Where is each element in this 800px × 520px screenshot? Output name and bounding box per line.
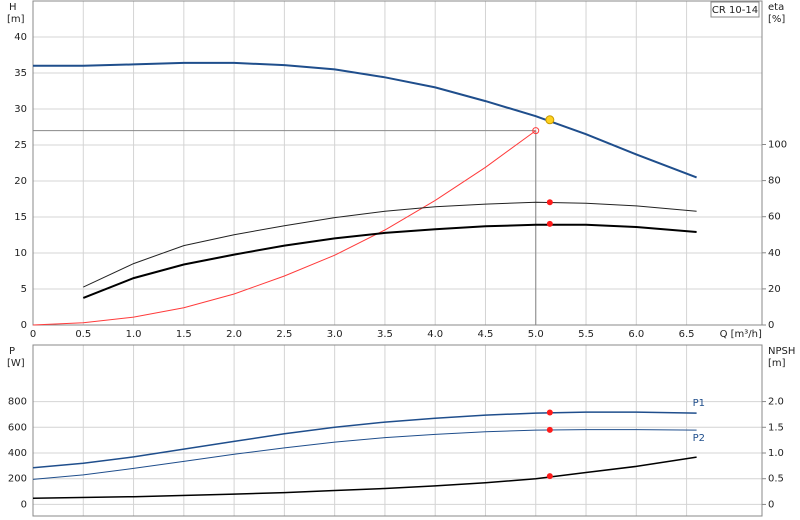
x-axis-label: Q [m³/h] — [720, 329, 762, 340]
reference-point — [532, 127, 540, 135]
y-tick-label: 15 — [14, 212, 27, 223]
x-tick-label: 4.0 — [427, 329, 443, 340]
y2-tick-label: 100 — [768, 139, 787, 150]
y2-tick-label: 60 — [768, 212, 781, 223]
y-tick-label: 10 — [14, 248, 27, 259]
plot-frame — [32, 0, 763, 326]
x-tick-label: 3.0 — [327, 329, 343, 340]
y2-axis-label: NPSH — [768, 346, 795, 357]
y2-tick-label: 40 — [768, 248, 781, 259]
y-tick-label: 5 — [21, 284, 27, 295]
curve — [82, 223, 697, 299]
x-tick-label: 1.0 — [126, 329, 142, 340]
y-tick-label: 35 — [14, 68, 27, 79]
series-label: P2 — [693, 433, 705, 444]
y-tick-label: 25 — [14, 140, 27, 151]
curve — [32, 411, 697, 469]
curve — [32, 429, 697, 480]
x-tick-label: 5.5 — [578, 329, 594, 340]
operating-point — [545, 115, 555, 125]
x-tick-label: 5.0 — [528, 329, 544, 340]
x-tick-label: 3.5 — [377, 329, 393, 340]
series-label: P1 — [693, 398, 705, 409]
y-tick-label: 800 — [8, 397, 27, 408]
plot-area — [33, 1, 762, 325]
x-tick-label: 0.5 — [75, 329, 91, 340]
y2-tick-label: 80 — [768, 176, 781, 187]
y-axis-label: H — [9, 2, 17, 13]
operating-point — [546, 220, 553, 227]
y2-tick-label: 1.0 — [768, 448, 784, 459]
x-tick-label: 6.5 — [679, 329, 695, 340]
operating-point — [546, 409, 553, 416]
chart-title: CR 10-14 — [712, 5, 758, 16]
y2-tick-label: 0 — [768, 499, 774, 510]
y2-tick-label: 0 — [768, 320, 774, 331]
y-tick-label: 400 — [8, 448, 27, 459]
y2-tick-label: 2.0 — [768, 397, 784, 408]
x-tick-label: 1.5 — [176, 329, 192, 340]
plot-area — [33, 345, 762, 516]
y-axis-unit: [W] — [7, 358, 25, 369]
operating-point — [546, 426, 553, 433]
x-tick-label: 2.0 — [226, 329, 242, 340]
operating-point — [546, 473, 553, 480]
curve — [83, 201, 697, 288]
y-tick-label: 30 — [14, 104, 27, 115]
y2-tick-label: 20 — [768, 284, 781, 295]
x-tick-label: 6.0 — [628, 329, 644, 340]
title-box — [710, 1, 760, 18]
x-tick-label: 2.5 — [276, 329, 292, 340]
x-tick-label: 4.5 — [478, 329, 494, 340]
y-axis-unit: [m] — [7, 14, 25, 25]
y-tick-label: 0 — [21, 499, 27, 510]
x-tick-label: 0 — [30, 329, 36, 340]
y-tick-label: 20 — [14, 176, 27, 187]
y-tick-label: 0 — [21, 320, 27, 331]
y2-axis-unit: [m] — [768, 358, 786, 369]
y-axis-label: P — [9, 346, 15, 357]
plot-frame — [32, 344, 763, 517]
y-tick-label: 40 — [14, 32, 27, 43]
y-tick-label: 200 — [8, 474, 27, 485]
y2-axis-label: eta — [768, 2, 784, 13]
curve — [32, 130, 537, 326]
y-tick-label: 600 — [8, 422, 27, 433]
curve — [32, 456, 697, 500]
y2-axis-unit: [%] — [768, 14, 785, 25]
curve — [33, 61, 697, 179]
y2-tick-label: 1.5 — [768, 422, 784, 433]
y2-tick-label: 0.5 — [768, 474, 784, 485]
operating-point — [546, 199, 553, 206]
